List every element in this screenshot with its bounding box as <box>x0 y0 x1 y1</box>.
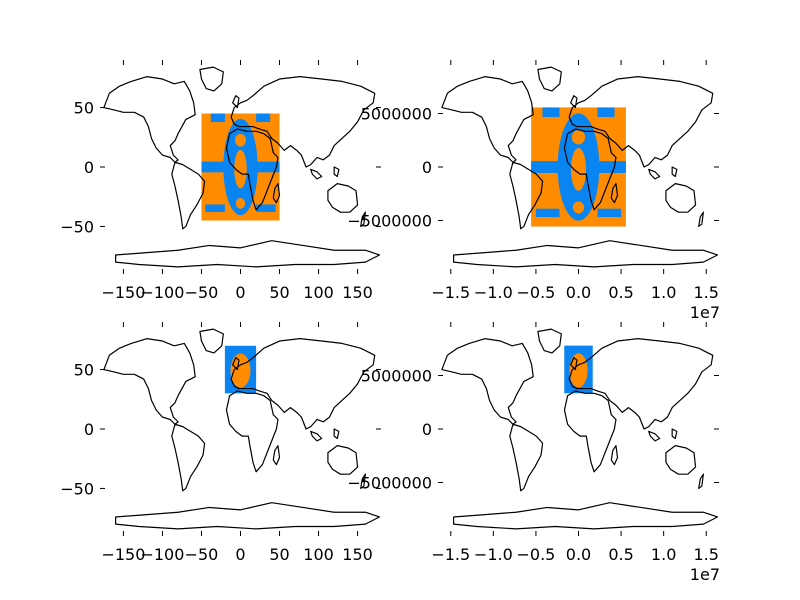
ticks-top-right <box>438 60 719 274</box>
x-tick-label: −100 <box>140 283 184 302</box>
field-blue-region <box>210 113 225 123</box>
x-tick-label: 100 <box>303 283 334 302</box>
field-blue-region <box>542 107 560 117</box>
x-tick-label: 1.0 <box>651 545 676 564</box>
map-panel-bottom-right: −1.5 −1.0 −0.5 0.0 0.5 1.0 1.5 −5000000 0 5000000… <box>347 322 720 584</box>
x-tick-label: −1.0 <box>474 545 513 564</box>
x-tick-label: −1.5 <box>431 545 470 564</box>
field-blue-region <box>201 161 225 173</box>
x-tick-label: 0.5 <box>608 545 633 564</box>
y-tick-label: 0 <box>84 158 94 177</box>
y-tick-label: −50 <box>60 217 94 236</box>
y-tick-label: 0 <box>422 158 432 177</box>
x-tick-label: −150 <box>101 283 145 302</box>
y-tick-label: −50 <box>60 479 94 498</box>
field-layer-bottom-left <box>224 345 257 394</box>
ticks-bottom-right <box>438 322 719 536</box>
x-offset-label-top-right: 1e7 <box>690 303 720 322</box>
tick-labels-bottom-right: −1.5 −1.0 −0.5 0.0 0.5 1.0 1.5 −5000000 0 5000000 <box>347 367 719 565</box>
y-tick-label: 0 <box>84 420 94 439</box>
y-tick-label: 50 <box>74 361 94 380</box>
x-tick-label: 150 <box>342 545 373 564</box>
field-blue-region <box>597 107 615 117</box>
field-blue-region <box>205 204 225 212</box>
x-tick-label: 0 <box>235 283 245 302</box>
field-orange-region <box>572 201 585 214</box>
field-blue-region <box>256 204 276 212</box>
field-orange-region <box>571 130 586 145</box>
x-tick-label: 1.0 <box>651 283 676 302</box>
x-tick-label: −0.5 <box>516 283 555 302</box>
y-tick-label: 50 <box>74 99 94 118</box>
field-orange-region <box>230 353 251 388</box>
x-tick-label: −50 <box>185 283 219 302</box>
x-tick-label: −0.5 <box>516 545 555 564</box>
y-tick-label: 0 <box>422 420 432 439</box>
field-orange-region <box>235 133 246 147</box>
x-tick-label: 100 <box>303 545 334 564</box>
field-blue-region <box>256 161 280 173</box>
tick-labels-top-right: −1.5 −1.0 −0.5 0.0 0.5 1.0 1.5 −5000000 0 5000000 <box>347 105 719 303</box>
x-tick-label: −150 <box>101 545 145 564</box>
x-tick-label: −1.0 <box>474 283 513 302</box>
field-layer-bottom-right <box>564 345 593 394</box>
y-tick-label: −5000000 <box>347 474 432 493</box>
x-tick-label: 50 <box>269 545 289 564</box>
x-tick-label: −50 <box>185 545 219 564</box>
y-tick-label: 5000000 <box>361 367 432 386</box>
field-blue-region <box>535 208 560 218</box>
x-tick-label: 1.5 <box>694 545 719 564</box>
x-tick-label: −100 <box>140 545 184 564</box>
ticks-bottom-left <box>100 322 381 536</box>
map-panel-top-right: −1.5 −1.0 −0.5 0.0 0.5 1.0 1.5 −5000000 0 5000000… <box>347 60 720 322</box>
x-tick-label: 0.0 <box>566 545 591 564</box>
field-orange-region <box>234 149 247 189</box>
y-tick-label: −5000000 <box>347 212 432 231</box>
x-tick-label: 0 <box>235 545 245 564</box>
y-tick-label: 5000000 <box>361 105 432 124</box>
field-blue-region <box>531 161 560 173</box>
field-orange-region <box>235 198 246 209</box>
x-offset-label-bottom-right: 1e7 <box>690 565 720 584</box>
x-tick-label: 0.5 <box>608 283 633 302</box>
field-blue-region <box>597 208 622 218</box>
x-tick-label: 0.0 <box>566 283 591 302</box>
x-tick-label: 50 <box>269 283 289 302</box>
field-layer-top-right <box>531 107 626 227</box>
field-orange-region <box>569 353 588 388</box>
x-tick-label: 1.5 <box>694 283 719 302</box>
x-tick-label: 150 <box>342 283 373 302</box>
field-blue-region <box>597 161 626 173</box>
x-tick-label: −1.5 <box>431 283 470 302</box>
field-orange-region <box>570 147 587 191</box>
field-blue-region <box>256 113 271 123</box>
ticks-top-left <box>100 60 381 274</box>
